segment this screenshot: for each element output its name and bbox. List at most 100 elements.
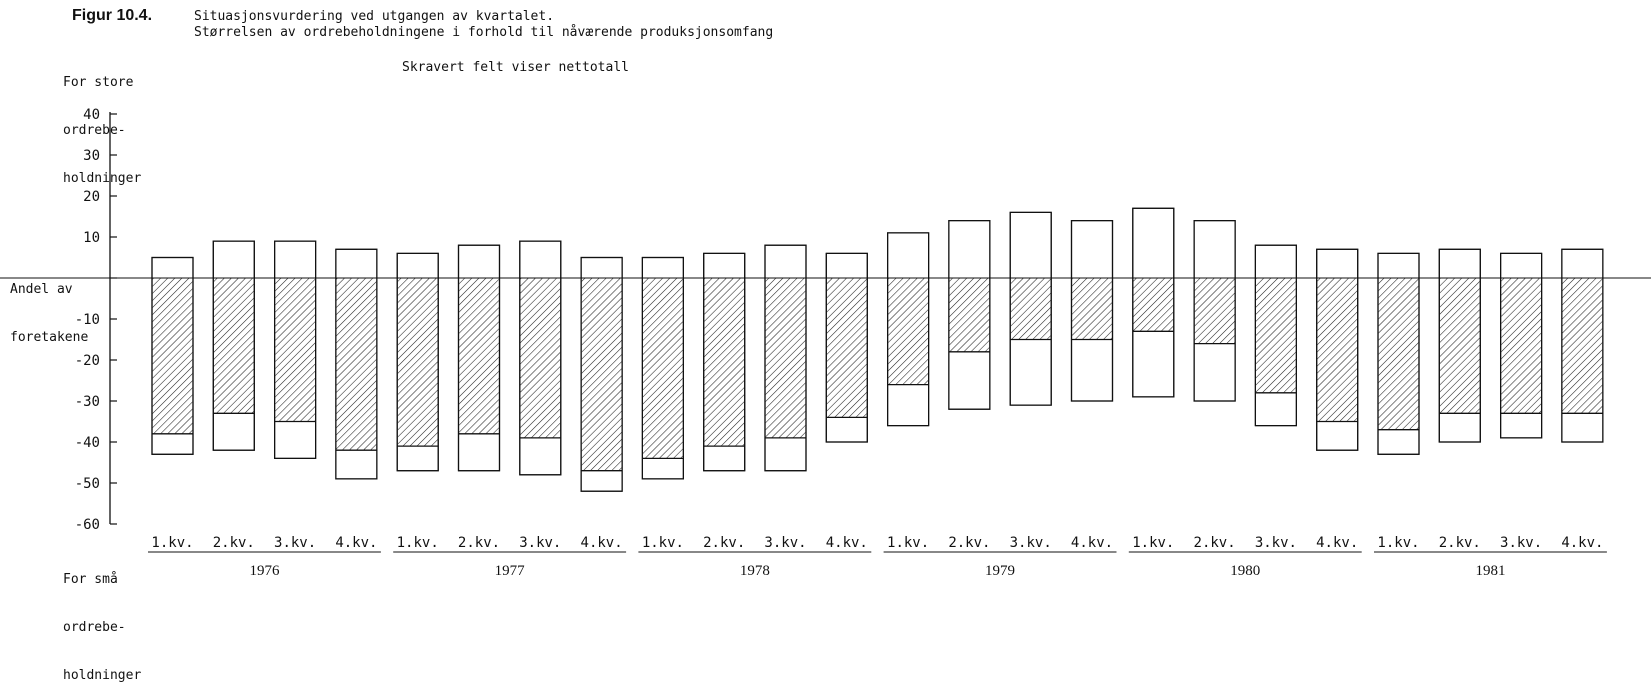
year-label: 1981 xyxy=(1475,563,1505,579)
top-label-line: holdninger xyxy=(63,171,142,186)
bar-border xyxy=(396,252,439,472)
quarter-label: 4.kv. xyxy=(826,535,868,551)
bar-border xyxy=(274,240,317,460)
quarter-label: 1.kv. xyxy=(151,535,193,551)
y-tick-label: 20 xyxy=(83,189,100,205)
quarter-label: 3.kv. xyxy=(519,535,561,551)
y-tick-label: -20 xyxy=(75,353,100,369)
net-hatch-bar xyxy=(1562,278,1603,414)
quarter-label: 3.kv. xyxy=(274,535,316,551)
bar-border xyxy=(1561,248,1604,443)
net-hatch-bar xyxy=(826,278,867,418)
bar-chart: 40 30 20 10 -10 -20 -30 -40 -50 -60 1.kv. 2.kv. 3.kv… xyxy=(0,107,1651,579)
net-hatch-bar xyxy=(1072,278,1112,340)
y-tick-label: -30 xyxy=(75,394,100,410)
bar-border xyxy=(1132,207,1175,398)
net-hatch-bar xyxy=(1256,278,1296,393)
net-hatch-bar xyxy=(459,278,499,434)
quarter-label: 2.kv. xyxy=(1439,535,1481,551)
net-hatch-bar xyxy=(1010,278,1051,340)
year-label: 1978 xyxy=(740,563,770,579)
quarter-label: 1.kv. xyxy=(1377,535,1419,551)
year-label: 1977 xyxy=(495,563,526,579)
quarter-label: 3.kv. xyxy=(764,535,806,551)
bottom-label-line: For små xyxy=(63,572,118,587)
bar-border xyxy=(1070,220,1114,402)
net-hatch-bar xyxy=(1194,278,1235,344)
net-hatch-bar xyxy=(765,278,806,438)
bar-border xyxy=(1377,252,1420,455)
quarter-label: 4.kv. xyxy=(581,535,623,551)
bar-border xyxy=(764,244,807,472)
net-hatch-bar xyxy=(1501,278,1541,414)
net-hatch-bar xyxy=(397,278,438,447)
y-tick-label: -40 xyxy=(75,435,100,451)
net-hatch-bar xyxy=(1133,278,1174,332)
net-hatch-bar xyxy=(581,278,622,471)
hatch-note: Skravert felt viser nettotall xyxy=(402,60,629,75)
quarter-label: 1.kv. xyxy=(1132,535,1174,551)
net-hatch-bar xyxy=(336,278,377,451)
quarter-label: 2.kv. xyxy=(458,535,500,551)
bar-border xyxy=(151,256,194,455)
net-hatch-bar xyxy=(1317,278,1358,422)
y-tick-label: -50 xyxy=(75,476,100,492)
figure-label: Figur 10.4. xyxy=(72,7,153,24)
quarter-label: 2.kv. xyxy=(703,535,745,551)
bar-border xyxy=(1193,220,1236,402)
quarter-label: 2.kv. xyxy=(948,535,990,551)
net-hatch-bar xyxy=(704,278,745,447)
net-hatch-bar xyxy=(888,278,928,385)
top-label-line: For store xyxy=(63,75,134,90)
bottom-label-line: holdninger xyxy=(63,668,142,683)
bar-border xyxy=(948,220,991,410)
bar-border xyxy=(825,252,868,443)
quarter-label: 2.kv. xyxy=(213,535,255,551)
y-tick-label: 30 xyxy=(83,148,100,164)
y-tick-label: 40 xyxy=(83,107,100,123)
year-label: 1980 xyxy=(1230,563,1260,579)
net-hatch-bar xyxy=(1439,278,1480,414)
bar-border xyxy=(1499,252,1543,439)
net-hatch-bar xyxy=(949,278,990,352)
bar-border xyxy=(1316,248,1359,451)
year-label: 1979 xyxy=(985,563,1015,579)
quarter-label: 4.kv. xyxy=(1316,535,1358,551)
quarter-label: 4.kv. xyxy=(1561,535,1603,551)
figure-title-line-1: Situasjonsvurdering ved utgangen av kvar… xyxy=(194,9,555,24)
y-label-line: Andel av xyxy=(10,282,73,297)
bar-border xyxy=(886,232,930,427)
figure-title-line-2: Størrelsen av ordrebeholdningene i forho… xyxy=(194,25,774,40)
quarter-label: 3.kv. xyxy=(1500,535,1542,551)
year-label: 1976 xyxy=(249,563,280,579)
quarter-label: 1.kv. xyxy=(397,535,439,551)
quarter-label: 3.kv. xyxy=(1255,535,1297,551)
net-hatch-bar xyxy=(152,278,193,434)
quarter-label: 3.kv. xyxy=(1010,535,1052,551)
net-hatch-bar xyxy=(213,278,254,414)
quarter-label: 4.kv. xyxy=(1071,535,1113,551)
quarter-label: 4.kv. xyxy=(335,535,377,551)
bottom-label-line: ordrebe- xyxy=(63,620,126,635)
quarter-label: 2.kv. xyxy=(1194,535,1236,551)
bar-border xyxy=(457,244,501,472)
bar-border xyxy=(212,240,255,451)
net-hatch-bar xyxy=(520,278,561,438)
net-hatch-bar xyxy=(643,278,683,459)
y-axis-label: Andel av foretakene xyxy=(10,250,88,362)
net-hatch-bar xyxy=(275,278,315,422)
bar-border xyxy=(703,252,746,472)
y-label-line: foretakene xyxy=(10,330,89,345)
y-tick-label: -60 xyxy=(75,517,100,533)
bar-border xyxy=(1254,244,1298,427)
quarter-label: 1.kv. xyxy=(642,535,684,551)
net-hatch-bar xyxy=(1378,278,1419,430)
bar-border xyxy=(580,256,623,492)
y-tick-label: -10 xyxy=(75,312,100,328)
bar-border xyxy=(1438,248,1481,443)
bar-border xyxy=(641,256,685,480)
bar-border xyxy=(335,248,378,480)
y-tick-label: 10 xyxy=(83,230,100,246)
bar-border xyxy=(1009,211,1052,406)
bar-border xyxy=(519,240,562,476)
